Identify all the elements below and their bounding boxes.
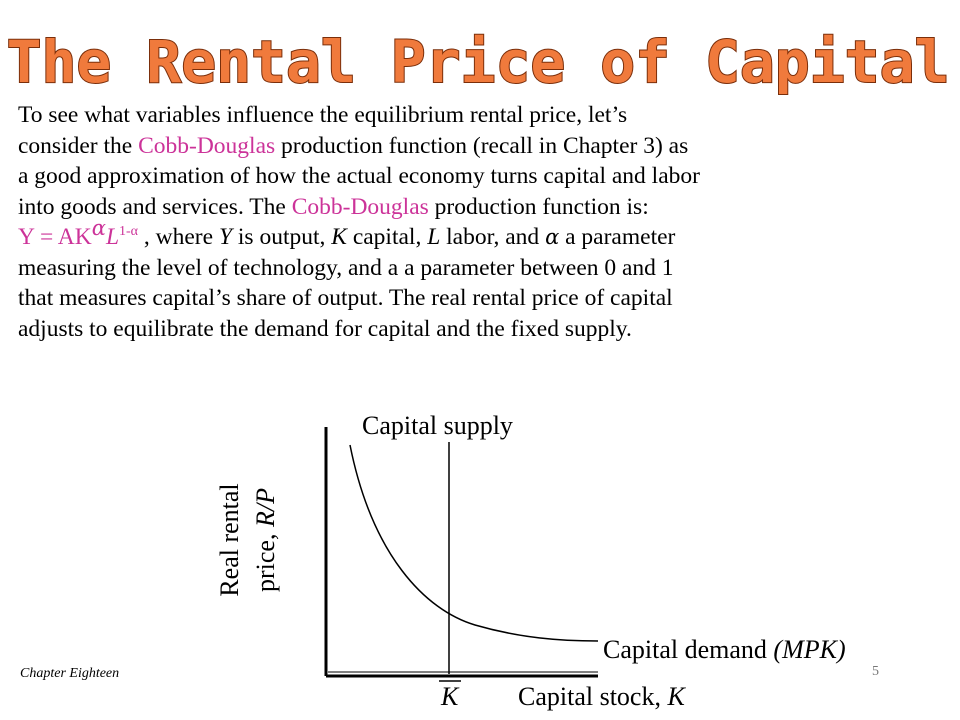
paragraph-line: into goods and services. The Cobb-Dougla… xyxy=(18,192,948,223)
text-run: Capital demand xyxy=(603,635,774,664)
var-l: L xyxy=(427,224,441,250)
var-k: K xyxy=(331,224,347,250)
var-alpha: α xyxy=(545,225,560,249)
text-run: , where xyxy=(138,224,219,250)
capital-demand-curve xyxy=(349,444,599,642)
paragraph-line: measuring the level of technology, and a… xyxy=(18,254,674,281)
chapter-footer: Chapter Eighteen xyxy=(20,666,120,681)
y-axis-var: R/P xyxy=(251,488,280,528)
formula-lhs: Y = AK xyxy=(18,224,92,250)
text-run: labor, and xyxy=(440,224,546,250)
text-run: a parameter xyxy=(559,224,676,250)
formula-exponent-one-minus-alpha: 1-α xyxy=(119,224,139,239)
production-formula: Y = AKαL1-α xyxy=(18,218,139,251)
text-run: price, xyxy=(251,527,280,592)
k-bar-label: K xyxy=(441,682,459,711)
paragraph-line: a good approximation of how the actual e… xyxy=(18,163,700,189)
x-axis-label: Capital stock, K xyxy=(518,682,685,712)
page-number: 5 xyxy=(872,664,879,679)
paragraph-line: consider the Cobb-Douglas production fun… xyxy=(18,131,948,162)
paragraph-line: adjusts to equilibrate the demand for ca… xyxy=(18,315,632,342)
formula-l: L xyxy=(105,224,120,250)
capital-supply-label: Capital supply xyxy=(362,411,513,440)
cobb-douglas-term: Cobb-Douglas xyxy=(291,193,429,220)
text-run: consider the xyxy=(18,132,139,159)
text-run: is output, xyxy=(232,224,332,250)
slide-title: The Rental Price of Capital xyxy=(6,27,951,97)
text-run: Capital stock, xyxy=(518,682,668,711)
text-run: into goods and services. The xyxy=(18,193,292,220)
var-y: Y xyxy=(218,224,233,250)
capital-demand-label: Capital demand (MPK) xyxy=(603,635,846,665)
text-run: production function is: xyxy=(428,193,649,220)
y-axis-label-line1: Real rental xyxy=(215,483,244,597)
text-run: capital, xyxy=(346,224,428,250)
x-axis-var: K xyxy=(667,682,685,711)
formula-exponent-alpha: α xyxy=(91,216,106,240)
formula-line: Y = AKαL1-α , where Y is output, K capit… xyxy=(18,218,948,253)
mpk-label: (MPK) xyxy=(773,635,846,664)
cobb-douglas-term: Cobb-Douglas xyxy=(138,132,276,159)
body-paragraph: To see what variables influence the equi… xyxy=(18,100,948,344)
paragraph-line: that measures capital’s share of output.… xyxy=(18,285,673,311)
paragraph-line: To see what variables influence the equi… xyxy=(18,102,628,128)
y-axis-label-line2: price, R/P xyxy=(248,483,284,596)
slide-title-text: The Rental Price of Capital xyxy=(7,28,950,96)
text-run: production function (recall in Chapter 3… xyxy=(275,132,689,159)
